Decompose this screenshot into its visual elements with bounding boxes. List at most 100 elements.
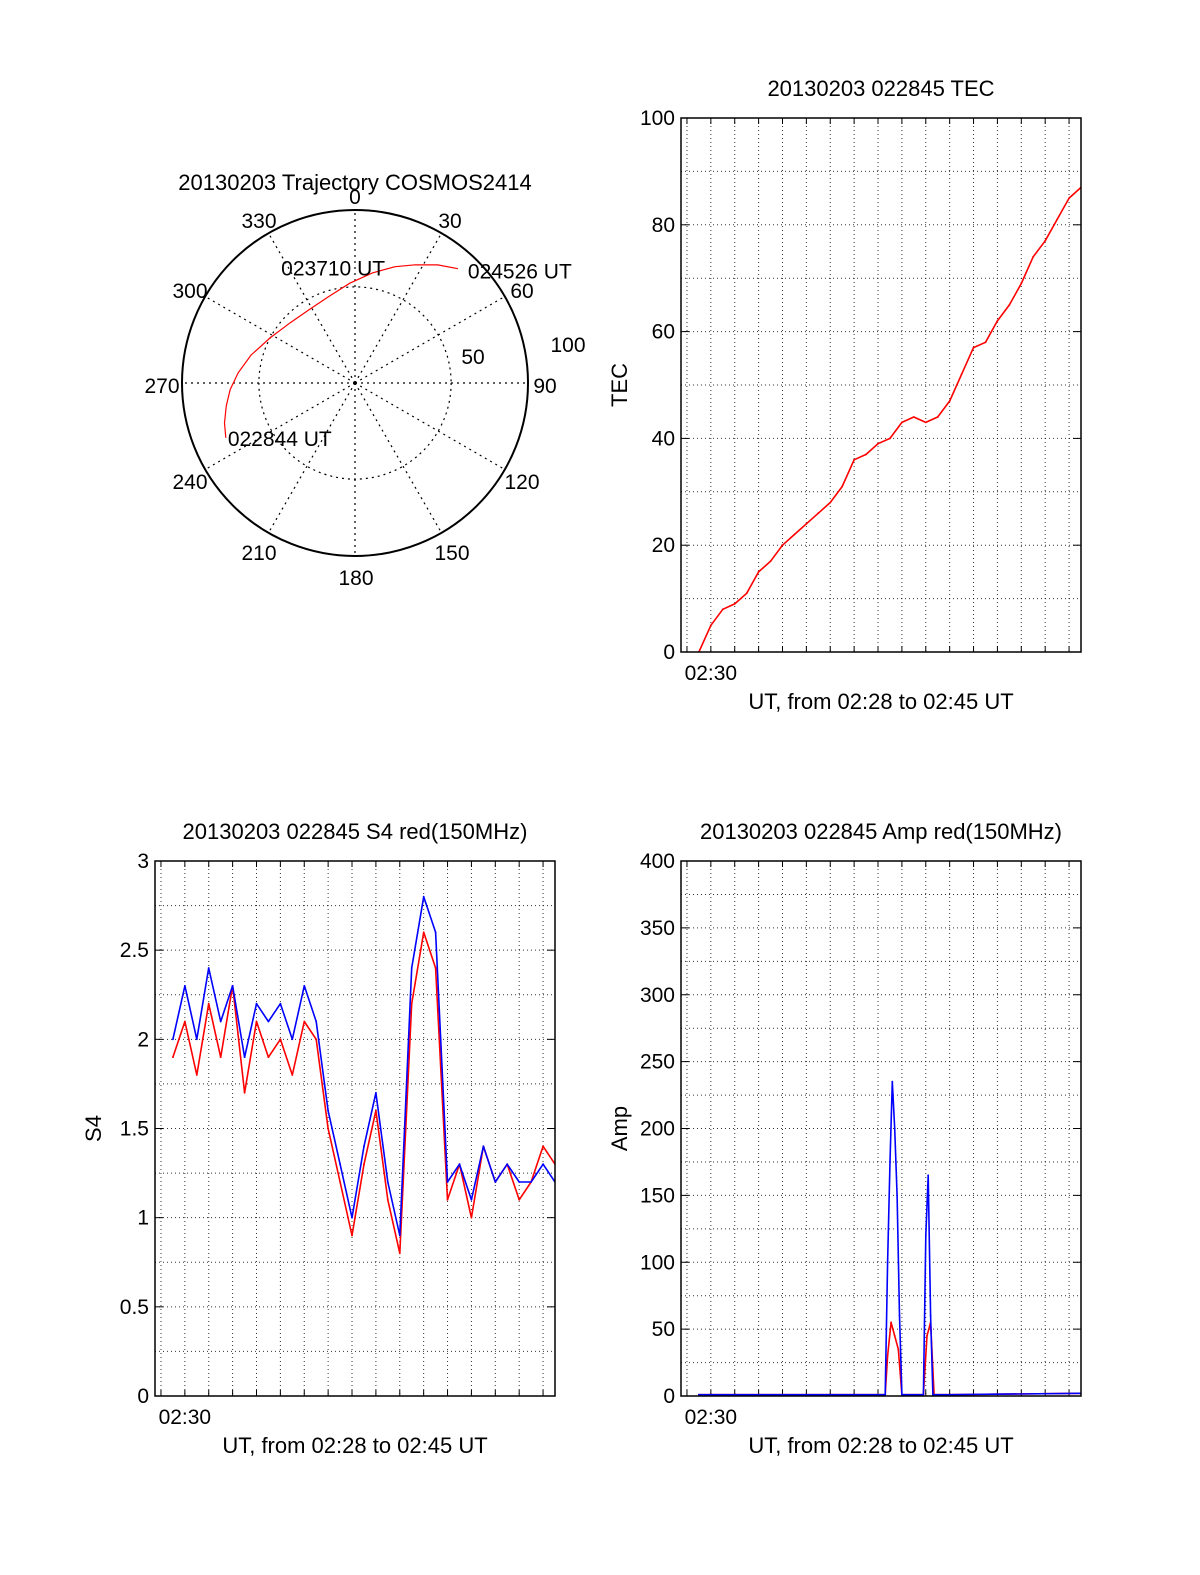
tec-data-point (745, 592, 748, 595)
trajectory-polar-panel: 20130203 Trajectory COSMOS2414 0 30 60 90 12… (144, 170, 585, 590)
amp-data-point (948, 1393, 951, 1396)
tec-data-point (924, 421, 927, 424)
s4-title: 20130203 022845 S4 red(150MHz) (183, 819, 528, 844)
amp-data-point (853, 1393, 855, 1396)
s4-data-point (386, 1181, 389, 1183)
s4-data-point (494, 1181, 497, 1183)
s4-data-point (184, 984, 186, 987)
polar-spoke (204, 295, 356, 384)
tec-data-point (877, 442, 879, 445)
tec-gridlines (681, 117, 1081, 653)
s4-data-point (506, 1163, 509, 1166)
s4-data-point (255, 1002, 258, 1005)
s4-data-point (386, 1198, 389, 1201)
y-tick-label: 150 (640, 1184, 675, 1207)
tec-data-point (1008, 304, 1011, 306)
s4-data-point (410, 967, 413, 969)
s4-data-point (482, 1145, 485, 1148)
s4-data-point (422, 895, 425, 898)
s4-x-axis-label: UT, from 02:28 to 02:45 UT (222, 1433, 487, 1458)
amp-y-tick-labels: 0 50 100 150 200 250 300 350 400 (640, 850, 1081, 1408)
y-tick-label: 200 (640, 1118, 675, 1141)
tec-data-point (805, 522, 808, 525)
tec-x-axis-label: UT, from 02:28 to 02:45 UT (748, 689, 1013, 714)
y-tick-label: 100 (640, 107, 675, 130)
polar-azimuth-label: 60 (510, 280, 533, 303)
polar-spoke (267, 232, 356, 384)
tec-data-point (1068, 197, 1070, 200)
amp-data-point (884, 1393, 887, 1396)
y-tick-label: 0.5 (120, 1296, 149, 1319)
tec-series (698, 186, 1081, 652)
amp-data-point (929, 1314, 932, 1317)
tec-data-point (912, 416, 915, 418)
s4-data-point (542, 1145, 544, 1148)
s4-data-point (375, 1109, 377, 1112)
s4-red-series-line (172, 931, 555, 1255)
s4-data-point (315, 1020, 318, 1023)
tec-data-point (757, 571, 760, 573)
tec-data-point (1044, 239, 1047, 242)
polar-grid (181, 209, 529, 557)
amp-plot-frame (680, 860, 1082, 1397)
polar-azimuth-label: 120 (504, 471, 539, 494)
s4-data-point (363, 1145, 365, 1148)
y-tick-label: 3 (137, 850, 149, 873)
s4-data-point (303, 984, 306, 987)
tec-red-series-line (698, 186, 1081, 652)
s4-data-point (398, 1252, 401, 1255)
amp-data-point (886, 1261, 889, 1264)
polar-outer-circle (181, 209, 529, 557)
amp-title: 20130203 022845 Amp red(150MHz) (700, 819, 1062, 844)
s4-data-point (446, 1198, 449, 1201)
amp-data-point (924, 1234, 927, 1237)
amp-panel: 20130203 022845 Amp red(150MHz) 0 50 100 150… (607, 819, 1082, 1458)
y-tick-label: 0 (137, 1385, 149, 1408)
trajectory-time-label: 023710 UT (281, 258, 385, 281)
amp-data-point (932, 1393, 934, 1396)
tec-data-point (996, 320, 999, 322)
amp-data-point (893, 1334, 896, 1337)
tec-data-point (972, 346, 975, 349)
trajectory-annotations: 022844 UT 023710 UT 024526 UT (228, 258, 572, 451)
tec-data-point (960, 373, 963, 376)
tec-x-tick-labels: 02:30 (685, 662, 738, 685)
s4-data-point (398, 1234, 401, 1237)
s4-data-point (172, 1038, 174, 1041)
tec-data-point (936, 416, 939, 418)
amp-series (698, 1080, 1081, 1396)
polar-azimuth-label: 240 (172, 471, 207, 494)
y-tick-label: 80 (652, 214, 675, 237)
s4-data-point (267, 1020, 270, 1023)
tec-data-point (1020, 282, 1023, 285)
tec-data-point (889, 437, 891, 440)
s4-data-point (315, 1038, 318, 1041)
s4-data-point (243, 1056, 246, 1059)
y-tick-label: 2.5 (120, 939, 149, 962)
polar-azimuth-label: 270 (144, 375, 179, 398)
tec-data-point (984, 341, 987, 344)
s4-series (172, 895, 555, 1255)
y-tick-label: 300 (640, 984, 675, 1007)
tec-data-point (865, 453, 867, 456)
s4-data-point (363, 1163, 365, 1166)
trajectory-series (223, 264, 459, 438)
polar-radial-label: 50 (461, 346, 484, 369)
s4-data-point (267, 1056, 270, 1059)
trajectory-title: 20130203 Trajectory COSMOS2414 (178, 170, 531, 195)
x-tick-label: 02:30 (685, 1406, 738, 1429)
s4-data-point (184, 1020, 186, 1023)
y-tick-label: 2 (137, 1028, 149, 1051)
polar-azimuth-label: 90 (533, 375, 556, 398)
y-tick-label: 250 (640, 1051, 675, 1074)
tec-data-point (853, 458, 855, 461)
amp-data-point (896, 1194, 898, 1197)
s4-data-point (542, 1163, 544, 1166)
polar-spoke (354, 382, 506, 471)
polar-radial-labels: 50 100 (461, 334, 585, 369)
polar-azimuth-label: 330 (241, 210, 276, 233)
y-tick-label: 0 (663, 641, 675, 664)
s4-data-point (291, 1038, 294, 1041)
tec-data-point (769, 560, 772, 563)
